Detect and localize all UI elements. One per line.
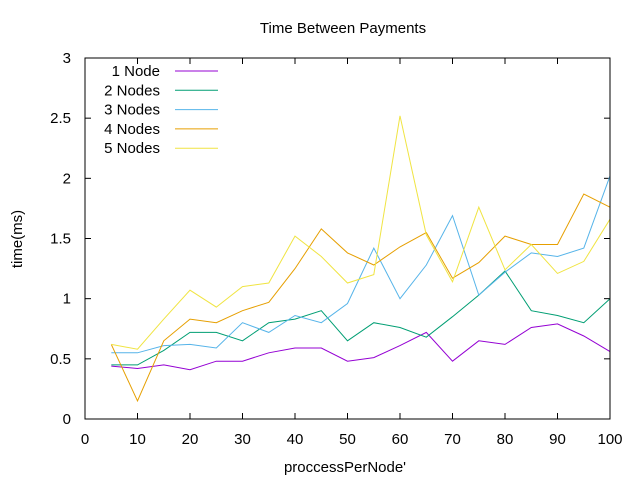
legend-label-3: 3 Nodes bbox=[104, 102, 160, 119]
series-line-4 bbox=[110, 193, 611, 403]
series-line-5 bbox=[111, 115, 611, 350]
series-line-2 bbox=[111, 270, 611, 366]
x-tick-label: 70 bbox=[444, 431, 461, 448]
x-tick-label: 10 bbox=[129, 431, 146, 448]
x-tick-label: 50 bbox=[339, 431, 356, 448]
x-tick-label: 60 bbox=[392, 431, 409, 448]
series-line-3 bbox=[111, 175, 611, 354]
y-tick-label: 0.5 bbox=[50, 351, 71, 368]
x-tick-label: 90 bbox=[549, 431, 566, 448]
x-tick-label: 0 bbox=[81, 431, 89, 448]
legend-label-1: 1 Node bbox=[112, 63, 160, 80]
plot-frame bbox=[84, 57, 611, 420]
y-tick-label: 2.5 bbox=[50, 110, 71, 127]
x-tick-label: 30 bbox=[234, 431, 251, 448]
y-tick-label: 1.5 bbox=[50, 231, 71, 248]
y-axis-title: time(ms) bbox=[9, 210, 26, 268]
legend-label-5: 5 Nodes bbox=[104, 140, 160, 157]
y-tick-label: 1 bbox=[63, 291, 71, 308]
x-tick-label: 20 bbox=[182, 431, 199, 448]
legend-label-2: 2 Nodes bbox=[104, 82, 160, 99]
chart-title: Time Between Payments bbox=[260, 20, 426, 37]
series-group bbox=[110, 115, 611, 403]
tick-group: 0 10 20 30 40 50 60 70 80 90 100 0 0.5 1 1.5 2 2.5 3 bbox=[50, 50, 622, 448]
y-tick-label: 2 bbox=[63, 170, 71, 187]
legend-label-4: 4 Nodes bbox=[104, 121, 160, 138]
legend: 1 Node 2 Nodes 3 Nodes 4 Nodes 5 Nodes bbox=[104, 63, 218, 157]
series-line-1 bbox=[111, 323, 611, 371]
x-axis-title: proccessPerNode' bbox=[284, 459, 406, 476]
x-tick-label: 80 bbox=[497, 431, 514, 448]
y-tick-label: 0 bbox=[63, 411, 71, 428]
x-tick-label: 40 bbox=[287, 431, 304, 448]
x-tick-label: 100 bbox=[597, 431, 622, 448]
y-tick-label: 3 bbox=[63, 50, 71, 67]
